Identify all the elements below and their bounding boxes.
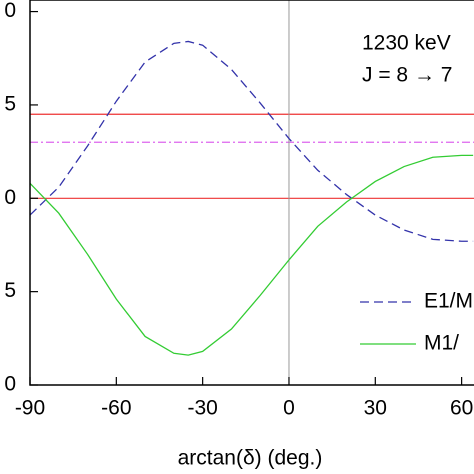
y-tick-label: 0 [4, 186, 16, 209]
x-axis-label: arctan(δ) (deg.) [178, 447, 323, 470]
x-tick-label: 0 [283, 397, 295, 420]
series-line [29, 40, 474, 242]
y-tick-label: 0 [4, 373, 16, 396]
legend-label: E1/M [424, 290, 473, 313]
annotation: 1230 keV [362, 32, 451, 55]
y-tick-label: 5 [4, 92, 16, 115]
x-tick-label: 30 [364, 397, 387, 420]
x-tick-label: 60 [450, 397, 473, 420]
x-tick-label: -30 [187, 397, 217, 420]
x-tick-label: -60 [101, 397, 131, 420]
legend-label: M1/ [424, 332, 459, 355]
plot-frame [29, 0, 474, 386]
series-line [29, 154, 474, 356]
x-tick-label: -90 [15, 397, 45, 420]
annotation: J = 8 → 7 [362, 64, 452, 87]
y-tick-label: 0 [4, 0, 16, 22]
y-tick-label: 5 [4, 279, 16, 302]
